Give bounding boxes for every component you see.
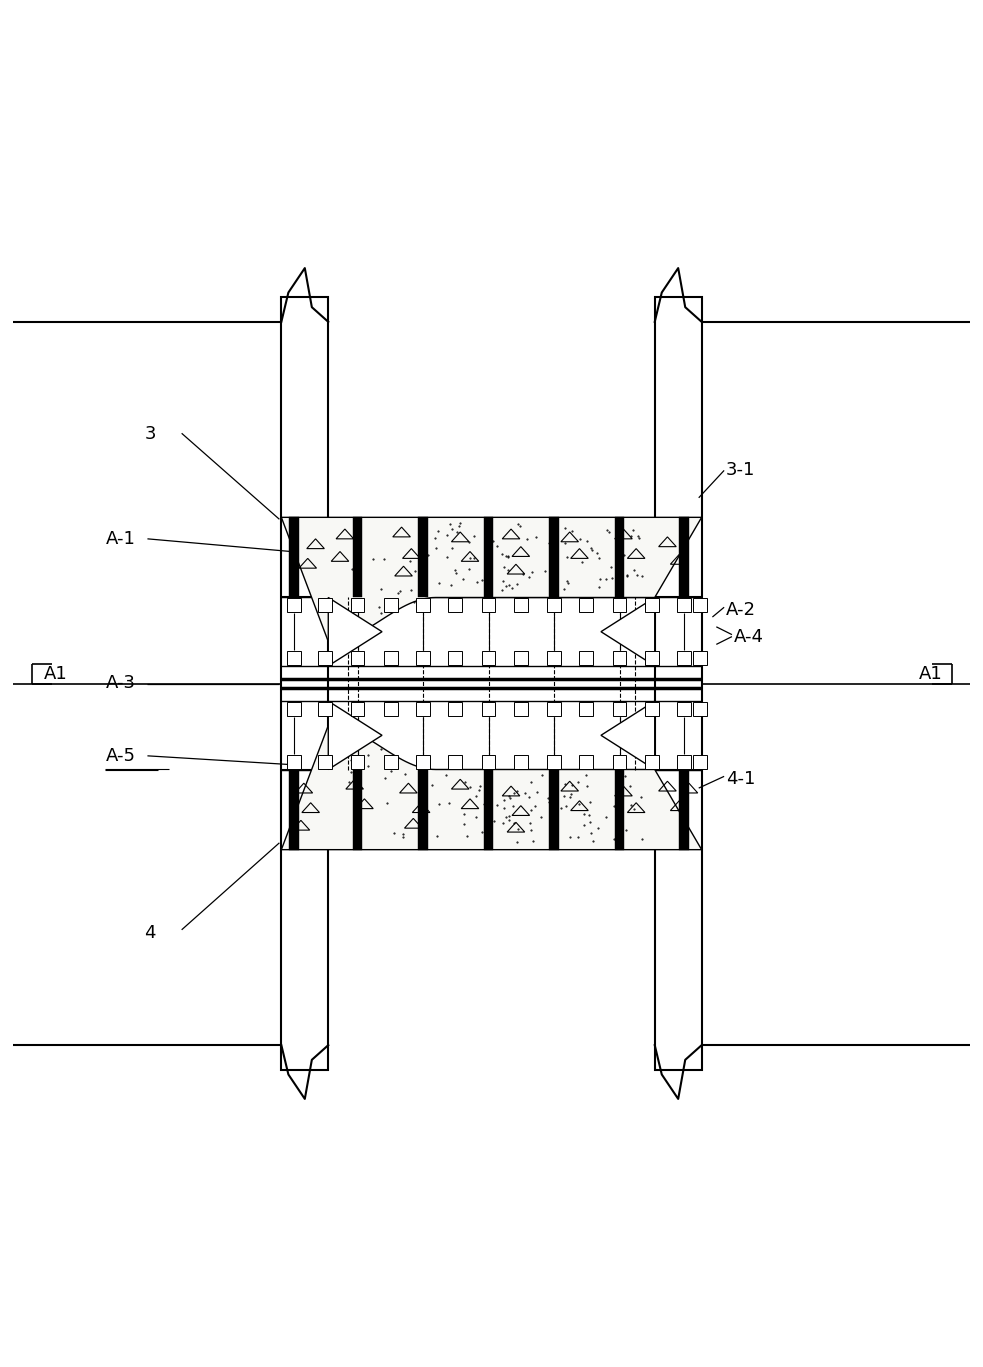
Bar — [679, 770, 689, 850]
Bar — [677, 651, 691, 664]
Bar — [482, 599, 495, 612]
Bar — [351, 599, 365, 612]
Bar — [287, 651, 301, 664]
Text: A1: A1 — [919, 664, 943, 682]
Bar — [579, 755, 593, 768]
Bar — [448, 651, 462, 664]
Text: A-1: A-1 — [105, 530, 136, 548]
Bar — [353, 770, 363, 850]
Bar — [484, 517, 493, 597]
Bar — [318, 755, 332, 768]
Bar — [612, 651, 626, 664]
Text: 3-1: 3-1 — [726, 462, 756, 480]
Bar — [693, 755, 707, 768]
Bar — [289, 517, 299, 597]
Bar — [289, 770, 299, 850]
Bar — [645, 755, 659, 768]
Bar — [351, 651, 365, 664]
Text: A-4: A-4 — [734, 627, 764, 645]
Bar — [416, 651, 430, 664]
Bar — [287, 755, 301, 768]
Text: A-2: A-2 — [726, 601, 756, 619]
Polygon shape — [601, 597, 655, 666]
Bar — [416, 599, 430, 612]
Bar — [482, 651, 495, 664]
Bar — [416, 703, 430, 716]
Bar — [448, 755, 462, 768]
Bar — [612, 703, 626, 716]
Bar — [318, 599, 332, 612]
Bar — [448, 599, 462, 612]
Bar — [418, 517, 428, 597]
Bar — [318, 703, 332, 716]
Bar — [645, 599, 659, 612]
Bar — [318, 651, 332, 664]
Text: 4-1: 4-1 — [726, 770, 756, 789]
Bar — [614, 517, 624, 597]
Bar — [614, 770, 624, 850]
Bar — [548, 599, 561, 612]
Bar — [549, 770, 559, 850]
Bar — [353, 517, 363, 597]
Bar — [482, 755, 495, 768]
Bar — [677, 755, 691, 768]
Bar — [514, 651, 528, 664]
Bar — [645, 703, 659, 716]
Bar — [416, 755, 430, 768]
Text: A-3: A-3 — [105, 674, 136, 693]
Bar — [384, 599, 398, 612]
Bar — [384, 651, 398, 664]
Bar — [579, 651, 593, 664]
Bar — [287, 703, 301, 716]
Bar — [549, 517, 559, 597]
Bar — [514, 755, 528, 768]
Bar — [351, 703, 365, 716]
Bar — [482, 703, 495, 716]
Bar — [514, 599, 528, 612]
Bar — [579, 703, 593, 716]
Text: A1: A1 — [44, 664, 68, 682]
Bar — [655, 298, 702, 1069]
Bar — [287, 599, 301, 612]
Bar — [418, 770, 428, 850]
Bar — [384, 755, 398, 768]
Bar — [548, 755, 561, 768]
Bar — [679, 517, 689, 597]
Bar — [484, 770, 493, 850]
Bar — [612, 755, 626, 768]
Bar — [693, 599, 707, 612]
Bar — [579, 599, 593, 612]
Bar — [693, 651, 707, 664]
Polygon shape — [281, 726, 702, 850]
Bar — [677, 703, 691, 716]
Bar — [281, 298, 328, 1069]
Text: 4: 4 — [145, 924, 156, 942]
Bar — [548, 651, 561, 664]
Bar — [612, 599, 626, 612]
Polygon shape — [601, 701, 655, 770]
Polygon shape — [328, 597, 382, 666]
Bar — [693, 703, 707, 716]
Text: 3: 3 — [145, 425, 156, 443]
Bar — [645, 651, 659, 664]
Bar — [514, 703, 528, 716]
Text: A-5: A-5 — [105, 746, 136, 764]
Bar — [351, 755, 365, 768]
Bar — [384, 703, 398, 716]
Polygon shape — [328, 701, 382, 770]
Bar — [677, 599, 691, 612]
Bar — [548, 703, 561, 716]
Polygon shape — [281, 517, 702, 641]
Bar — [448, 703, 462, 716]
